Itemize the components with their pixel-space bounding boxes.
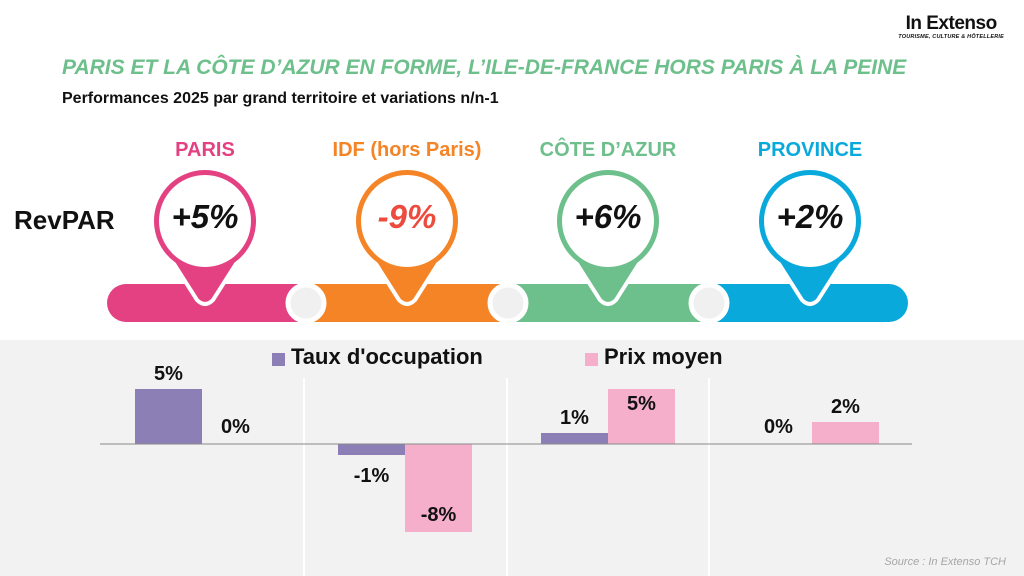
pin-inner [764,175,856,267]
region-name: IDF (hors Paris) [332,139,482,161]
legend-swatch-occupation [272,353,285,366]
logo-name: In Extenso [905,13,998,34]
bar [812,422,879,444]
pin-inner [159,175,251,267]
pin-inner [562,175,654,267]
region-name: PROVINCE [757,139,863,161]
bar [608,389,675,444]
page-title: PARIS ET LA CÔTE D’AZUR EN FORME, L’ILE-… [62,56,907,79]
chart-background [0,340,1024,576]
revpar-value: +6% [574,198,642,235]
timeline-joint [688,282,730,324]
bar [135,389,202,444]
bar [405,444,472,532]
revpar-value: +2% [776,198,844,235]
legend-prix: Prix moyen [604,344,723,369]
page-subtitle: Performances 2025 par grand territoire e… [62,90,499,107]
source-note: Source : In Extenso TCH [884,556,1006,568]
revpar-value: -9% [377,198,437,235]
data-label: -8% [420,504,457,526]
data-label: 0% [221,416,250,438]
data-label: 1% [560,407,589,429]
data-label: 0% [764,416,793,438]
bar [338,444,405,455]
timeline-joint [285,282,327,324]
pin-inner [361,175,453,267]
data-label: 2% [831,396,860,418]
region-name: PARIS [175,139,235,161]
logo: In Extenso TOURISME, CULTURE & HÔTELLERI… [898,13,1004,41]
region-name: CÔTE D’AZUR [539,139,677,161]
data-label: 5% [627,393,656,415]
revpar-value: +5% [171,198,239,235]
timeline-joint [487,282,529,324]
logo-tagline: TOURISME, CULTURE & HÔTELLERIE [898,34,1004,40]
legend-swatch-prix [585,353,598,366]
data-label: 5% [154,363,183,385]
bar [541,433,608,444]
data-label: -1% [353,465,390,487]
revpar-label: RevPAR [14,205,115,235]
legend-occupation: Taux d'occupation [291,344,483,369]
